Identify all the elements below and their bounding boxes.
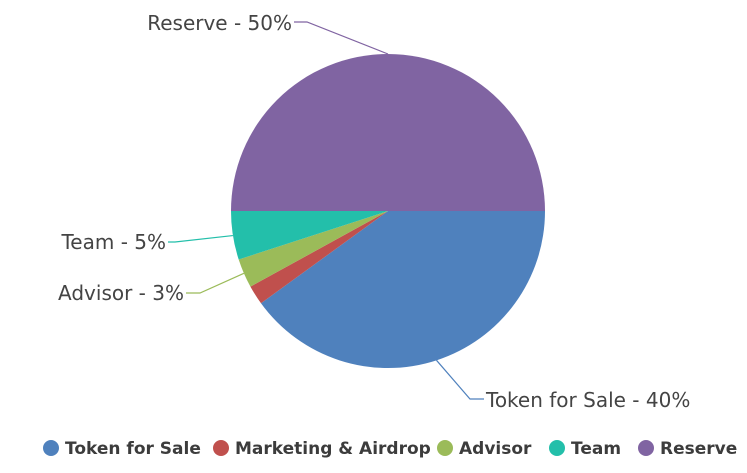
pie-slice-reserve[interactable] (231, 54, 545, 211)
legend-label-team: Team (571, 439, 621, 459)
legend-label-reserve: Reserve (660, 439, 737, 459)
legend-item-reserve[interactable]: Reserve (638, 439, 737, 459)
slice-label-advisor: Advisor - 3% (58, 281, 184, 305)
legend-marker-team (549, 440, 565, 456)
pie-slice-marketing-and-airdrop[interactable] (250, 211, 388, 304)
slices-layer (231, 54, 545, 368)
legend-item-advisor[interactable]: Advisor (437, 439, 532, 459)
legend-label-advisor: Advisor (459, 439, 532, 459)
legend-item-team[interactable]: Team (549, 439, 621, 459)
pie-slice-team[interactable] (231, 211, 388, 260)
slice-label-token-for-sale: Token for Sale - 40% (485, 388, 690, 412)
slice-label-team: Team - 5% (60, 230, 166, 254)
slice-labels-layer: Token for Sale - 40% Advisor - 3% Team - 5… (58, 11, 690, 412)
legend-label-token-for-sale: Token for Sale (65, 439, 201, 459)
legend[interactable]: Token for Sale Marketing & Airdrop Advisor… (43, 439, 737, 459)
legend-item-token-for-sale[interactable]: Token for Sale (43, 439, 201, 459)
legend-label-marketing-and-airdrop: Marketing & Airdrop (235, 439, 431, 459)
leader-line-token-for-sale (436, 359, 484, 400)
pie-slice-advisor[interactable] (238, 211, 388, 287)
leader-lines-layer (168, 21, 484, 400)
leader-line-reserve (294, 21, 389, 55)
pie-slice-token-for-sale[interactable] (260, 211, 545, 368)
legend-item-marketing-and-airdrop[interactable]: Marketing & Airdrop (213, 439, 431, 459)
leader-line-advisor (186, 272, 245, 294)
legend-marker-reserve (638, 440, 654, 456)
legend-marker-marketing-and-airdrop (213, 440, 229, 456)
leader-line-team (168, 234, 233, 243)
legend-marker-advisor (437, 440, 453, 456)
legend-marker-token-for-sale (43, 440, 59, 456)
slice-label-reserve: Reserve - 50% (147, 11, 292, 35)
